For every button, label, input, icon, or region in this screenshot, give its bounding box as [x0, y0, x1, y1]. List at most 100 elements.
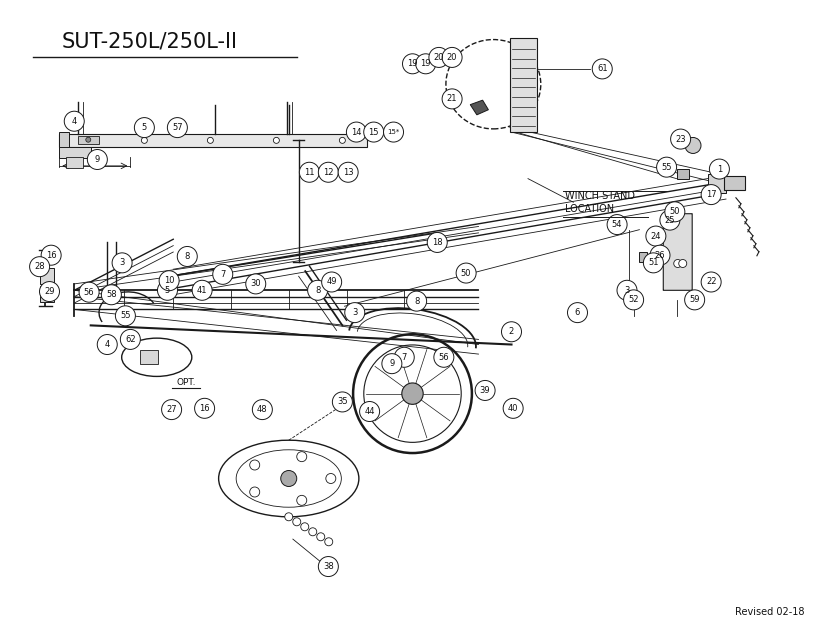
- Bar: [59, 132, 69, 148]
- Circle shape: [624, 290, 644, 310]
- Circle shape: [97, 334, 117, 355]
- Text: 19: 19: [421, 59, 431, 68]
- Circle shape: [671, 129, 691, 149]
- Text: 6: 6: [575, 308, 580, 317]
- Circle shape: [364, 122, 384, 142]
- Circle shape: [195, 398, 214, 419]
- Circle shape: [246, 274, 266, 294]
- Text: 15: 15: [369, 128, 379, 137]
- Bar: [66, 157, 82, 168]
- Circle shape: [101, 285, 121, 305]
- Text: 27: 27: [167, 405, 177, 414]
- Text: Revised 02-18: Revised 02-18: [735, 607, 804, 618]
- Circle shape: [41, 245, 61, 265]
- Text: 26: 26: [655, 251, 665, 260]
- Text: 41: 41: [197, 286, 207, 295]
- Circle shape: [293, 518, 301, 526]
- Circle shape: [592, 59, 612, 79]
- Text: 16: 16: [46, 251, 56, 260]
- Text: 4: 4: [105, 340, 110, 349]
- Circle shape: [318, 162, 338, 182]
- Circle shape: [207, 137, 214, 144]
- Text: 17: 17: [706, 190, 716, 199]
- Text: 3: 3: [352, 308, 357, 317]
- Circle shape: [429, 47, 449, 68]
- Text: 48: 48: [257, 405, 267, 414]
- Circle shape: [403, 54, 422, 74]
- Text: 2: 2: [509, 327, 514, 336]
- Text: 28: 28: [35, 262, 45, 271]
- Circle shape: [710, 159, 729, 179]
- Circle shape: [394, 347, 414, 367]
- Circle shape: [325, 538, 332, 545]
- Text: 30: 30: [251, 279, 261, 288]
- Circle shape: [167, 117, 187, 138]
- Circle shape: [273, 137, 280, 144]
- Text: 16: 16: [200, 404, 210, 413]
- Circle shape: [64, 111, 84, 131]
- Circle shape: [407, 291, 427, 311]
- Circle shape: [92, 137, 98, 144]
- Text: 3: 3: [625, 286, 629, 295]
- Circle shape: [339, 137, 346, 144]
- Circle shape: [322, 272, 342, 292]
- Circle shape: [679, 260, 686, 267]
- Circle shape: [326, 473, 336, 484]
- Text: 51: 51: [648, 258, 658, 267]
- Bar: [59, 147, 91, 158]
- Text: 20: 20: [434, 53, 444, 62]
- Circle shape: [657, 157, 676, 177]
- Bar: [59, 134, 367, 147]
- Circle shape: [250, 487, 260, 497]
- Text: 56: 56: [439, 353, 449, 362]
- Text: 8: 8: [315, 286, 320, 295]
- Text: 3: 3: [120, 258, 125, 267]
- Text: SUT-250L/250L-II: SUT-250L/250L-II: [62, 31, 238, 52]
- Circle shape: [159, 271, 179, 291]
- Text: 7: 7: [220, 270, 225, 279]
- Circle shape: [434, 347, 454, 367]
- Circle shape: [120, 329, 140, 350]
- Circle shape: [87, 149, 107, 170]
- Circle shape: [40, 281, 59, 302]
- Circle shape: [568, 302, 587, 323]
- Bar: [724, 176, 745, 190]
- Text: 62: 62: [125, 335, 135, 344]
- Circle shape: [252, 399, 272, 420]
- Circle shape: [644, 253, 663, 273]
- Circle shape: [646, 226, 666, 246]
- Text: 24: 24: [651, 232, 661, 241]
- Text: 20: 20: [447, 53, 457, 62]
- Text: 18: 18: [432, 238, 442, 247]
- Circle shape: [299, 162, 319, 182]
- Text: 13: 13: [343, 168, 353, 177]
- Circle shape: [317, 533, 325, 541]
- Circle shape: [402, 383, 423, 404]
- Circle shape: [318, 556, 338, 577]
- Circle shape: [442, 89, 462, 109]
- Text: 4: 4: [72, 117, 77, 126]
- Text: OPT.: OPT.: [177, 378, 196, 387]
- Bar: [78, 136, 99, 144]
- Circle shape: [650, 245, 670, 265]
- Circle shape: [297, 452, 307, 462]
- Polygon shape: [470, 100, 488, 115]
- Bar: [510, 38, 537, 132]
- Text: 10: 10: [164, 276, 174, 285]
- Bar: [140, 350, 158, 364]
- Text: 49: 49: [327, 278, 337, 286]
- Circle shape: [416, 54, 436, 74]
- Text: 21: 21: [447, 94, 457, 103]
- Bar: [676, 169, 689, 179]
- Circle shape: [617, 280, 637, 300]
- Text: 50: 50: [670, 207, 680, 216]
- Text: 61: 61: [597, 64, 607, 73]
- Text: 55: 55: [662, 163, 672, 172]
- Text: 5: 5: [142, 123, 147, 132]
- Text: 22: 22: [706, 278, 716, 286]
- Circle shape: [685, 137, 701, 154]
- Text: 14: 14: [351, 128, 361, 137]
- Text: 11: 11: [304, 168, 314, 177]
- Circle shape: [250, 460, 260, 470]
- Bar: [639, 251, 648, 262]
